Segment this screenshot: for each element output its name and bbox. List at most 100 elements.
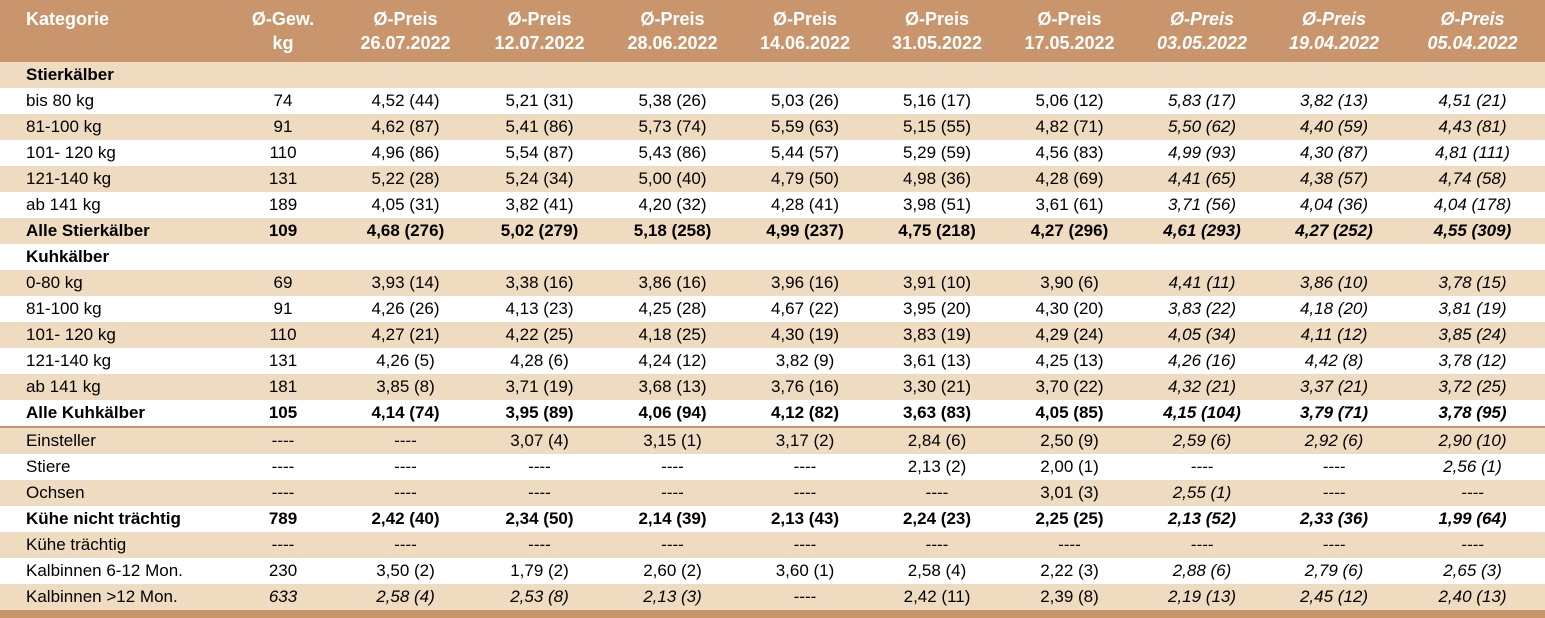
price-cell: 4,05 (85) <box>1003 400 1136 427</box>
price-cell: 4,22 (25) <box>473 322 606 348</box>
price-cell: 2,60 (2) <box>606 558 739 584</box>
header-kategorie: Kategorie <box>0 0 228 62</box>
table-row: Alle Stierkälber 109 4,68 (276) 5,02 (279) 5… <box>0 218 1545 244</box>
price-cell: 4,11 (12) <box>1268 322 1400 348</box>
price-cell: ---- <box>1003 532 1136 558</box>
row-label: Stiere <box>0 454 228 480</box>
price-cell: 3,01 (3) <box>1003 480 1136 506</box>
price-cell: ---- <box>473 454 606 480</box>
price-cell: ---- <box>739 584 871 610</box>
price-cell: 2,39 (8) <box>1003 584 1136 610</box>
price-cell: 4,99 (93) <box>1136 140 1268 166</box>
price-cell: 2,88 (6) <box>1136 558 1268 584</box>
price-cell: ---- <box>1400 532 1545 558</box>
header-date-col: Ø-Preis 14.06.2022 <box>739 0 871 62</box>
price-cell: 2,42 (11) <box>871 584 1003 610</box>
price-cell: 3,50 (2) <box>338 558 473 584</box>
price-cell: 3,95 (20) <box>871 296 1003 322</box>
price-cell: 3,63 (83) <box>871 400 1003 427</box>
row-label: 121-140 kg <box>0 166 228 192</box>
price-cell: 3,70 (22) <box>1003 374 1136 400</box>
price-cell: 2,42 (40) <box>338 506 473 532</box>
table-row: Stiere ---- ---- ---- ---- ---- 2,13 (2) 2,00 (… <box>0 454 1545 480</box>
row-weight: 633 <box>228 584 338 610</box>
price-cell: 4,04 (36) <box>1268 192 1400 218</box>
row-label: ab 141 kg <box>0 192 228 218</box>
price-cell: 2,79 (6) <box>1268 558 1400 584</box>
price-cell: 2,59 (6) <box>1136 426 1268 454</box>
price-cell: 5,00 (40) <box>606 166 739 192</box>
price-cell: 4,41 (65) <box>1136 166 1268 192</box>
price-cell: ---- <box>473 480 606 506</box>
price-cell: 4,96 (86) <box>338 140 473 166</box>
price-cell: 3,83 (19) <box>871 322 1003 348</box>
row-label: Ochsen <box>0 480 228 506</box>
row-label: Kühe trächtig <box>0 532 228 558</box>
price-cell: 3,07 (4) <box>473 426 606 454</box>
price-cell: 4,55 (309) <box>1400 218 1545 244</box>
price-cell: 4,13 (23) <box>473 296 606 322</box>
price-cell: 2,92 (6) <box>1268 426 1400 454</box>
table-row: 0-80 kg 69 3,93 (14) 3,38 (16) 3,86 (16) 3,96… <box>0 270 1545 296</box>
row-weight: ---- <box>228 426 338 454</box>
header-date-col: Ø-Preis 19.04.2022 <box>1268 0 1400 62</box>
row-label: 101- 120 kg <box>0 140 228 166</box>
price-cell: 3,78 (12) <box>1400 348 1545 374</box>
row-label: 81-100 kg <box>0 296 228 322</box>
row-weight: ---- <box>228 480 338 506</box>
table-row: 101- 120 kg 110 4,27 (21) 4,22 (25) 4,18 (25… <box>0 322 1545 348</box>
header-date-col: Ø-Preis 17.05.2022 <box>1003 0 1136 62</box>
price-cell: 4,27 (21) <box>338 322 473 348</box>
price-cell: 3,15 (1) <box>606 426 739 454</box>
price-cell: 4,18 (25) <box>606 322 739 348</box>
price-cell: 3,86 (16) <box>606 270 739 296</box>
price-cell: 4,62 (87) <box>338 114 473 140</box>
row-weight: ---- <box>228 454 338 480</box>
price-cell: 4,27 (296) <box>1003 218 1136 244</box>
table-row: 121-140 kg 131 4,26 (5) 4,28 (6) 4,24 (12) 3,… <box>0 348 1545 374</box>
footer-bar-cell <box>0 610 1545 618</box>
price-cell: ---- <box>606 532 739 558</box>
price-cell: ---- <box>606 480 739 506</box>
price-cell: 4,26 (26) <box>338 296 473 322</box>
price-cell: 4,05 (31) <box>338 192 473 218</box>
price-cell: ---- <box>1268 480 1400 506</box>
price-cell: 3,61 (61) <box>1003 192 1136 218</box>
section-title: Kuhkälber <box>0 244 1545 270</box>
price-cell: 4,41 (11) <box>1136 270 1268 296</box>
price-cell: 4,24 (12) <box>606 348 739 374</box>
price-cell: 4,98 (36) <box>871 166 1003 192</box>
price-cell: 2,53 (8) <box>473 584 606 610</box>
price-cell: 4,26 (5) <box>338 348 473 374</box>
price-cell: 3,91 (10) <box>871 270 1003 296</box>
price-cell: ---- <box>606 454 739 480</box>
price-cell: 3,37 (21) <box>1268 374 1400 400</box>
price-cell: 3,71 (19) <box>473 374 606 400</box>
price-cell: 3,82 (9) <box>739 348 871 374</box>
row-label: Alle Kuhkälber <box>0 400 228 427</box>
price-cell: ---- <box>739 454 871 480</box>
price-cell: ---- <box>1136 454 1268 480</box>
price-cell: 4,29 (24) <box>1003 322 1136 348</box>
price-cell: 4,30 (87) <box>1268 140 1400 166</box>
price-cell: 3,98 (51) <box>871 192 1003 218</box>
price-cell: 3,71 (56) <box>1136 192 1268 218</box>
price-cell: 3,61 (13) <box>871 348 1003 374</box>
price-cell: 4,28 (69) <box>1003 166 1136 192</box>
row-label: Kalbinnen >12 Mon. <box>0 584 228 610</box>
price-cell: 2,55 (1) <box>1136 480 1268 506</box>
header-gewicht: Ø-Gew. kg <box>228 0 338 62</box>
price-cell: 1,79 (2) <box>473 558 606 584</box>
price-cell: 3,85 (8) <box>338 374 473 400</box>
price-cell: 2,33 (36) <box>1268 506 1400 532</box>
row-label: 81-100 kg <box>0 114 228 140</box>
price-cell: 3,38 (16) <box>473 270 606 296</box>
price-cell: 4,74 (58) <box>1400 166 1545 192</box>
price-cell: 3,90 (6) <box>1003 270 1136 296</box>
price-cell: 4,26 (16) <box>1136 348 1268 374</box>
price-cell: 4,05 (34) <box>1136 322 1268 348</box>
price-cell: ---- <box>739 480 871 506</box>
table-row: Kalbinnen >12 Mon. 633 2,58 (4) 2,53 (8) 2,1… <box>0 584 1545 610</box>
row-weight: 189 <box>228 192 338 218</box>
header-row: Kategorie Ø-Gew. kg Ø-Preis 26.07.2022 Ø-P… <box>0 0 1545 62</box>
